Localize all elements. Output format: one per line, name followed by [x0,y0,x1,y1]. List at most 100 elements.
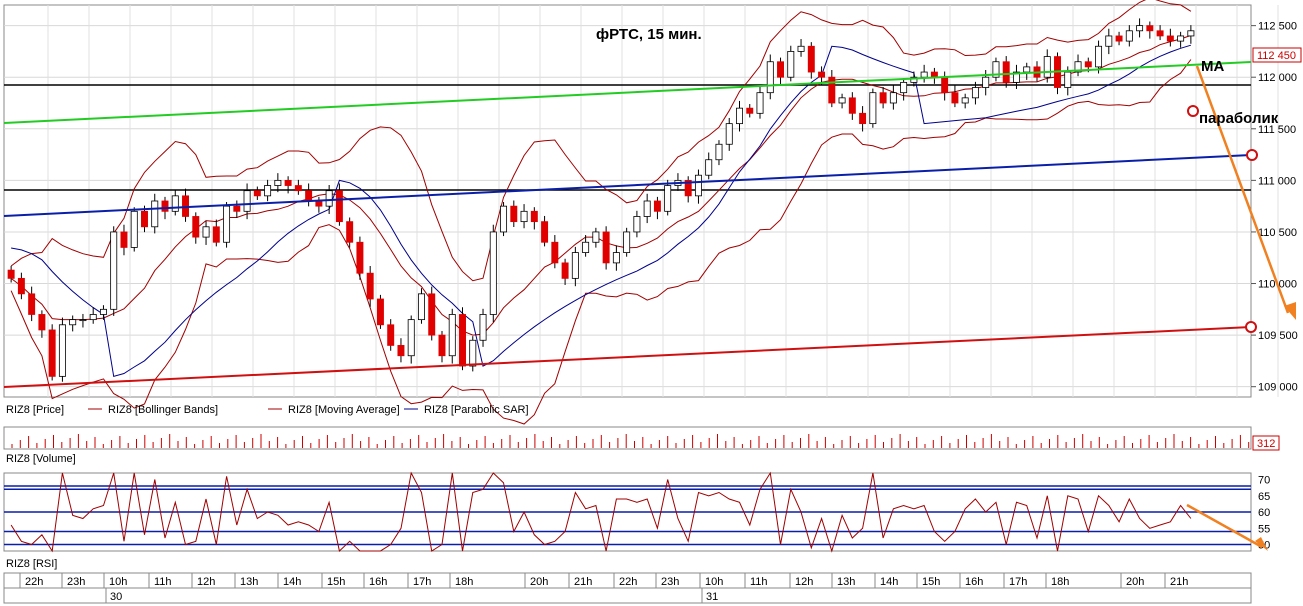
blue-line-marker [1246,149,1258,161]
candle [1074,61,1082,73]
price-tick-label: 111 000 [1258,175,1296,187]
volume-readout: 312 [1257,438,1275,450]
candle [1115,35,1123,42]
candle [489,231,497,315]
time-axis-labels: 22h 23h 10h 11h 12h 13h 14h 15h 16h 17h 18h 20h 21h 2… [19,573,1188,603]
candle [777,61,785,78]
candle [202,226,210,238]
legend-entry: RIZ8 [Price] [6,404,64,416]
rsi-tick-label: 55 [1258,523,1270,535]
candle [223,205,231,243]
price-marks [3,0,1252,425]
time-label: 22h [619,576,637,588]
candle [992,61,1000,78]
candle [715,143,723,161]
red-line-marker [1245,321,1257,333]
candle [623,231,631,253]
time-label: 18h [1051,576,1069,588]
candle [1043,56,1051,78]
candle [243,190,251,212]
candle [79,319,87,322]
candle [920,71,928,78]
candle [469,339,477,367]
candle [1084,61,1092,68]
legend-entry: RIZ8 [Parabolic SAR] [424,404,529,416]
candle [900,81,908,94]
time-label: 12h [197,576,215,588]
price-tick-label: 112 000 [1258,72,1297,84]
time-label: 20h [530,576,548,588]
candle [161,200,169,212]
candle [141,210,148,228]
candle [335,190,343,223]
price-legend: RIZ8 [Price] RIZ8 [Bollinger Bands] RIZ8 [… [6,404,529,416]
time-label: 13h [240,576,258,588]
candle [192,216,200,238]
time-label: 13h [837,576,855,588]
candle [1177,35,1185,42]
candle [89,314,97,321]
moving-average-line [10,34,1192,336]
candle [971,87,979,99]
bollinger-lower [10,59,1192,425]
candle [530,210,538,223]
rsi-line [10,471,1192,553]
time-label: 16h [369,576,387,588]
candle [1002,61,1010,83]
candle [541,221,549,243]
date-label: 31 [706,591,718,603]
time-label: 23h [661,576,679,588]
time-label: 14h [880,576,898,588]
date-label: 30 [110,591,122,603]
candle [787,51,795,78]
candle [520,210,528,223]
candle [99,308,107,315]
candle [417,293,425,321]
candle [38,314,46,331]
candle [551,241,559,264]
candle [653,200,661,212]
candle [17,277,25,295]
rsi-forecast-arrow [1186,503,1263,549]
legend-entry: RIZ8 [Bollinger Bands] [108,404,218,416]
time-label: 21h [1170,576,1188,588]
volume-panel [3,426,1252,450]
candle [941,76,949,94]
candle [736,107,743,125]
time-label: 15h [922,576,940,588]
time-label: 22h [25,576,43,588]
rsi-legend: RIZ8 [RSI] [6,558,57,570]
candle [848,97,856,114]
volume-readout-box [1252,435,1280,451]
annotations [1186,65,1296,551]
candle [366,272,374,300]
candle [48,329,56,377]
candle [828,76,836,104]
time-label: 11h [750,576,768,588]
candle [1187,30,1195,37]
candle [387,324,395,346]
candle [264,185,272,197]
time-label: 11h [154,576,172,588]
candle [1012,71,1020,83]
price-tick-label: 109 000 [1258,382,1298,394]
price-grid [4,5,1279,397]
candle [1166,35,1174,42]
candle [459,314,466,367]
candle [1125,30,1133,42]
candle [325,190,333,207]
forecast-arrowhead [1284,302,1296,320]
candle [633,216,641,233]
candle [859,112,867,125]
price-readout-box [1252,47,1302,63]
candle [838,97,846,104]
candle [305,190,313,202]
candle [561,262,569,279]
time-label: 18h [455,576,473,588]
candle [643,200,651,217]
candle [151,200,159,228]
candle [612,252,620,264]
annotation-parabolic: параболик [1199,110,1279,127]
candle [69,319,77,326]
